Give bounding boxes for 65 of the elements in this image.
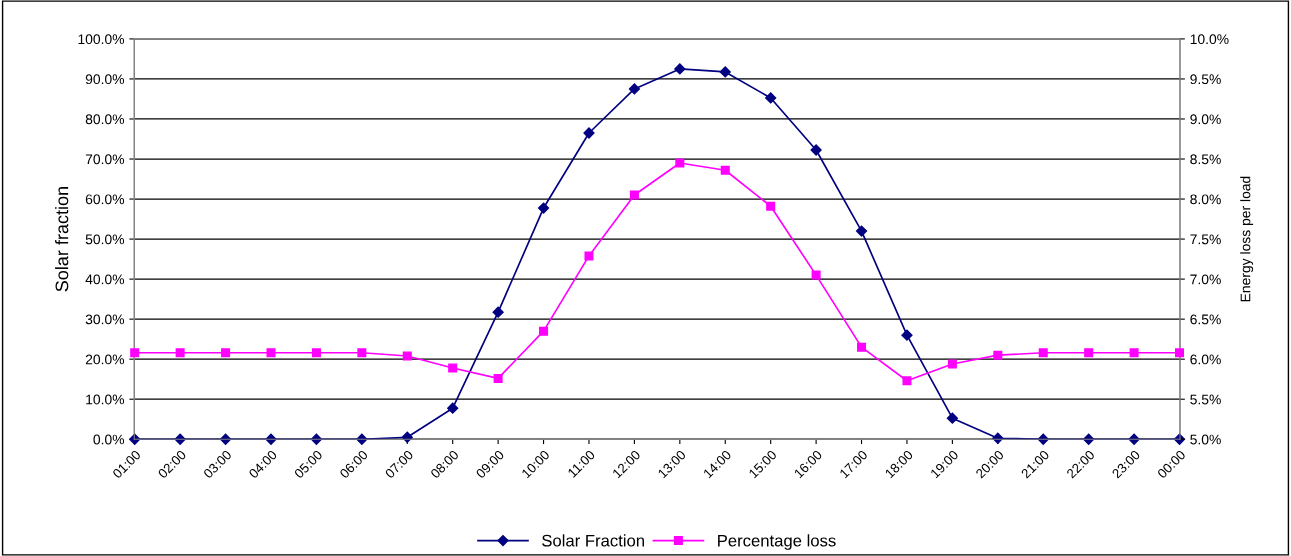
point bbox=[175, 348, 185, 358]
y2-tick-label: 6.5% bbox=[1190, 314, 1221, 325]
point bbox=[221, 348, 231, 358]
y2-tick-label: 8.5% bbox=[1190, 154, 1221, 165]
point bbox=[447, 402, 459, 414]
point bbox=[857, 342, 867, 352]
y2-tick-label: 6.0% bbox=[1190, 354, 1221, 365]
point bbox=[947, 359, 957, 369]
y-tick-label: 90.0% bbox=[85, 74, 125, 85]
point bbox=[629, 190, 639, 200]
legend-label: Solar Fraction bbox=[542, 534, 644, 547]
point bbox=[675, 158, 685, 168]
point bbox=[537, 202, 550, 214]
point bbox=[130, 348, 140, 358]
y2-tick-label: 5.5% bbox=[1190, 394, 1221, 405]
point bbox=[765, 92, 777, 104]
point bbox=[901, 329, 913, 341]
point bbox=[766, 201, 776, 211]
y2-tick-label: 7.5% bbox=[1190, 234, 1221, 245]
y2-tick-label: 10.0% bbox=[1190, 34, 1229, 45]
point bbox=[219, 433, 232, 445]
point bbox=[310, 433, 323, 445]
point bbox=[674, 63, 686, 75]
y-tick-label: 80.0% bbox=[85, 114, 125, 125]
y-tick-label: 60.0% bbox=[85, 194, 125, 205]
point bbox=[266, 348, 276, 358]
point bbox=[902, 376, 912, 386]
y-tick-label: 70.0% bbox=[85, 154, 125, 165]
y-tick-label: 100.0% bbox=[78, 34, 125, 45]
point bbox=[1128, 433, 1140, 445]
point bbox=[584, 251, 594, 261]
y2-tick-label: 8.0% bbox=[1190, 194, 1221, 205]
legend-label: Percentage loss bbox=[718, 534, 836, 550]
y-tick-label: 10.0% bbox=[86, 394, 125, 405]
y-tick-label: 30.0% bbox=[85, 314, 125, 325]
y2-tick-label: 5.0% bbox=[1190, 434, 1221, 445]
point bbox=[1084, 348, 1094, 358]
point bbox=[719, 66, 731, 78]
point bbox=[311, 348, 321, 358]
point bbox=[265, 433, 277, 445]
y2-tick-label: 7.0% bbox=[1190, 274, 1221, 285]
point bbox=[628, 83, 641, 95]
point bbox=[720, 165, 730, 175]
point bbox=[539, 326, 549, 336]
point bbox=[993, 350, 1003, 360]
point bbox=[1175, 348, 1185, 358]
y2-tick-label: 9.0% bbox=[1190, 114, 1221, 125]
y-tick-label: 0.0% bbox=[93, 434, 125, 445]
point bbox=[855, 225, 868, 237]
point bbox=[1129, 348, 1139, 358]
point bbox=[811, 270, 821, 280]
y-tick-label: 40.0% bbox=[85, 274, 125, 285]
point bbox=[946, 412, 958, 424]
point bbox=[357, 348, 367, 358]
point bbox=[492, 306, 504, 318]
point bbox=[448, 363, 458, 373]
y-axis-title: Solar fraction bbox=[55, 187, 69, 292]
y2-axis-title: Energy loss per load bbox=[1240, 176, 1254, 302]
point bbox=[493, 373, 503, 383]
y-tick-label: 50.0% bbox=[85, 234, 125, 245]
point bbox=[810, 144, 822, 156]
point bbox=[402, 351, 412, 361]
point bbox=[1038, 348, 1048, 358]
y2-tick-label: 9.5% bbox=[1190, 74, 1221, 85]
y-tick-label: 20.0% bbox=[85, 354, 125, 365]
